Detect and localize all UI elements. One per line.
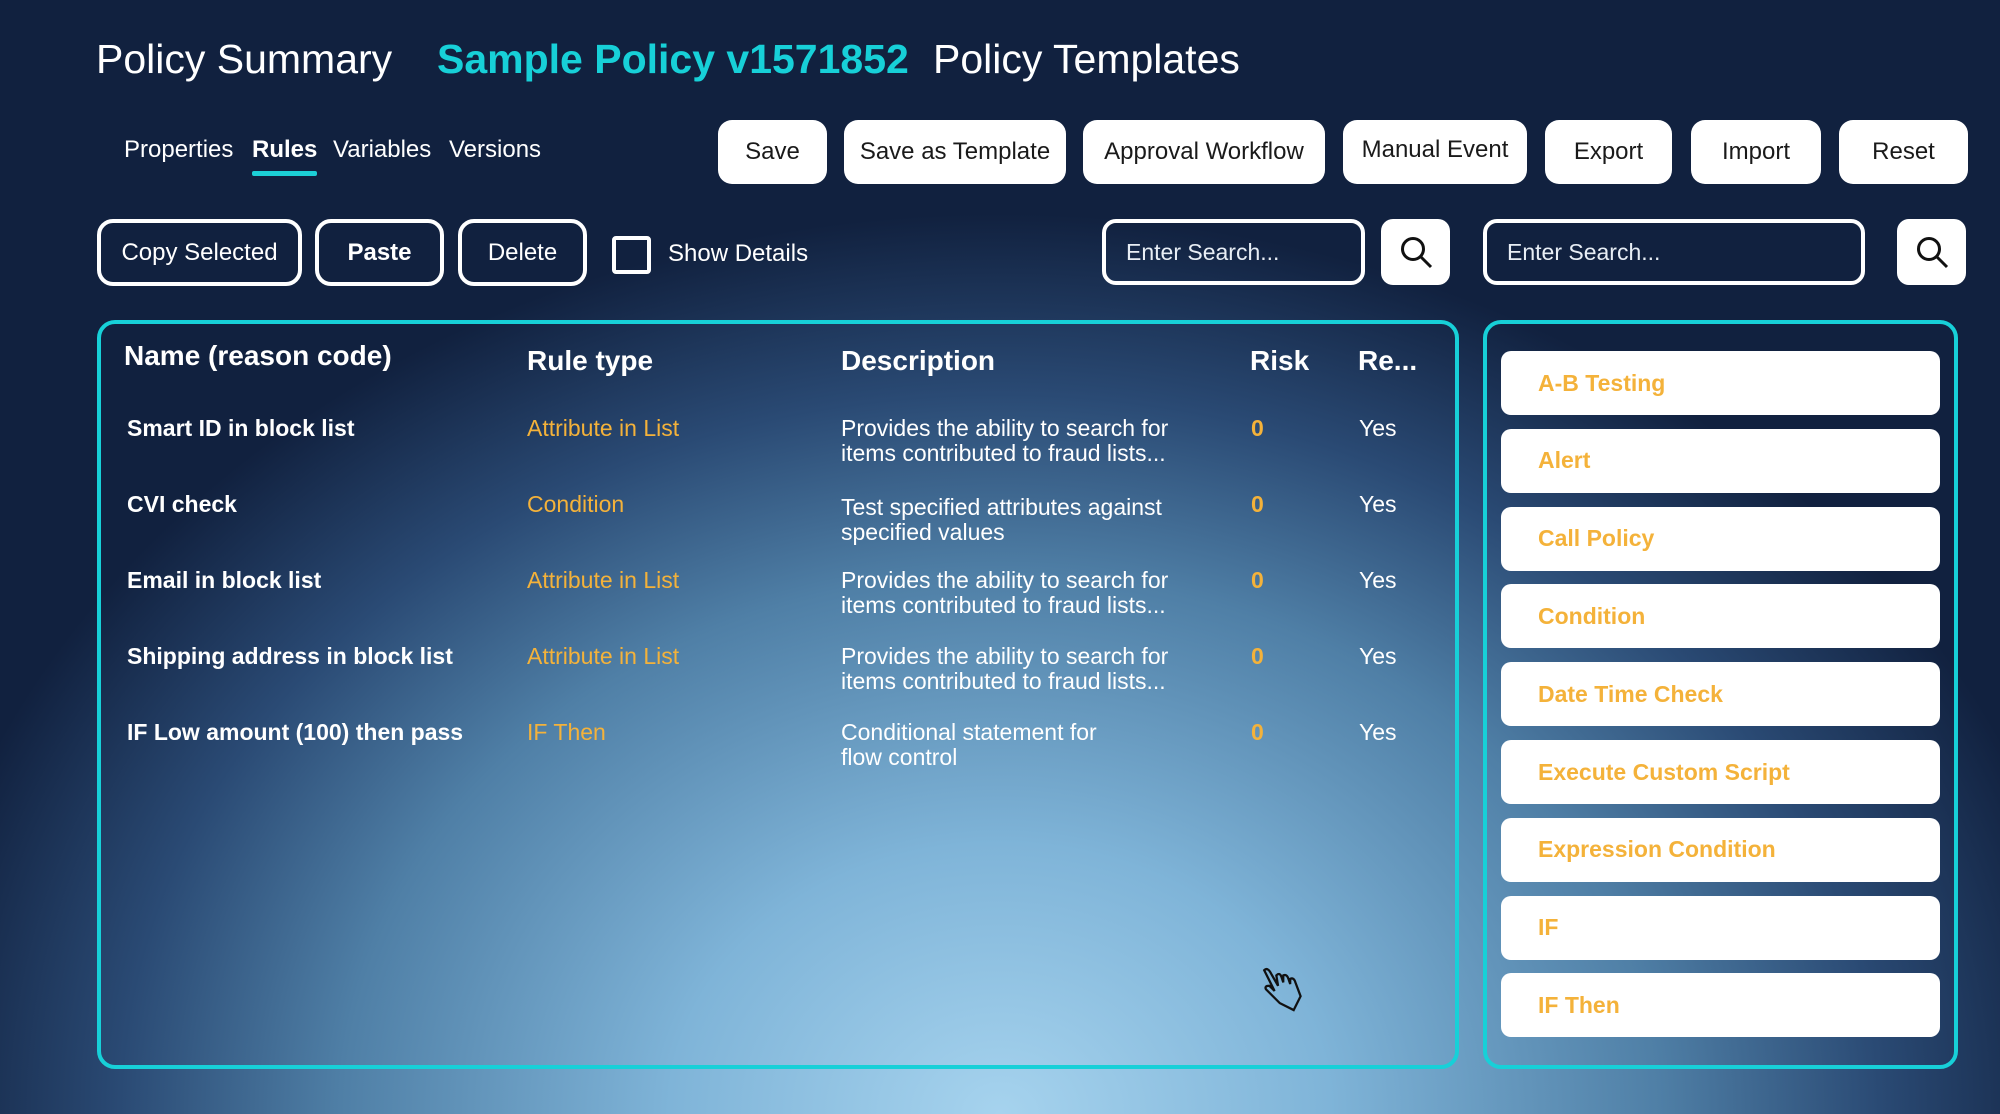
save-button[interactable]: Save xyxy=(718,120,827,184)
templates-search-input[interactable]: Enter Search... xyxy=(1483,219,1865,285)
policy-summary-link[interactable]: Policy Summary xyxy=(96,36,393,82)
templates-search-button[interactable] xyxy=(1897,219,1966,285)
tab-variables[interactable]: Variables xyxy=(333,136,432,163)
template-item[interactable]: IF xyxy=(1501,895,1940,960)
rule-type: Condition xyxy=(527,491,625,517)
import-button[interactable]: Import xyxy=(1691,120,1821,184)
template-item[interactable]: Alert xyxy=(1501,428,1940,493)
rule-re: Yes xyxy=(1359,415,1397,441)
save-as-template-button[interactable]: Save as Template xyxy=(844,120,1066,184)
template-item[interactable]: IF Then xyxy=(1501,973,1940,1038)
rule-name: Shipping address in block list xyxy=(127,643,453,669)
rule-re: Yes xyxy=(1359,643,1397,669)
rule-risk: 0 xyxy=(1251,567,1264,593)
search-icon xyxy=(1400,237,1432,269)
rule-type: Attribute in List xyxy=(527,643,680,669)
rule-name: CVI check xyxy=(127,491,237,517)
template-item[interactable]: Condition xyxy=(1501,584,1940,649)
header-description[interactable]: Description xyxy=(841,345,996,376)
rule-description-line2: items contributed to fraud lists... xyxy=(841,440,1166,466)
show-details-label: Show Details xyxy=(668,240,809,267)
tab-rules[interactable]: Rules xyxy=(252,136,318,176)
header-name[interactable]: Name (reason code) xyxy=(124,340,392,371)
template-item[interactable]: A-B Testing xyxy=(1501,351,1940,415)
export-button[interactable]: Export xyxy=(1545,120,1672,184)
search-icon xyxy=(1916,237,1948,269)
rules-search-input[interactable]: Enter Search... xyxy=(1102,219,1365,285)
rule-description-line1: Provides the ability to search for xyxy=(841,415,1169,441)
rule-description-line2: specified values xyxy=(841,519,1005,545)
rule-description-line2: flow control xyxy=(841,744,958,770)
rule-type: Attribute in List xyxy=(527,415,680,441)
policy-templates-link[interactable]: Policy Templates xyxy=(933,36,1240,82)
rule-description-line1: Test specified attributes against xyxy=(841,494,1162,520)
rule-name: IF Low amount (100) then pass xyxy=(127,719,464,745)
rule-re: Yes xyxy=(1359,491,1397,517)
policy-name-title: Sample Policy v1571852 xyxy=(437,36,909,82)
tab-properties[interactable]: Properties xyxy=(124,136,234,163)
rule-type: IF Then xyxy=(527,719,606,745)
header-rule-type[interactable]: Rule type xyxy=(527,345,654,376)
rule-description-line2: items contributed to fraud lists... xyxy=(841,592,1166,618)
paste-button[interactable]: Paste xyxy=(315,219,444,286)
delete-button[interactable]: Delete xyxy=(458,219,587,286)
reset-button[interactable]: Reset xyxy=(1839,120,1968,184)
templates-panel xyxy=(1483,320,1958,1069)
rule-name: Email in block list xyxy=(127,567,322,593)
template-item[interactable]: Expression Condition xyxy=(1501,817,1940,882)
rule-name: Smart ID in block list xyxy=(127,415,355,441)
template-item[interactable]: Execute Custom Script xyxy=(1501,740,1940,804)
rule-risk: 0 xyxy=(1251,491,1264,517)
rule-type: Attribute in List xyxy=(527,567,680,593)
rule-description-line1: Conditional statement for xyxy=(841,719,1097,745)
rule-risk: 0 xyxy=(1251,643,1264,669)
rule-description-line2: items contributed to fraud lists... xyxy=(841,668,1166,694)
rule-re: Yes xyxy=(1359,567,1397,593)
template-item[interactable]: Date Time Check xyxy=(1501,662,1940,727)
rule-description-line1: Provides the ability to search for xyxy=(841,567,1169,593)
manual-event-button[interactable]: Manual Event xyxy=(1343,120,1527,184)
rule-description-line1: Provides the ability to search for xyxy=(841,643,1169,669)
hand-pointer-icon xyxy=(1262,967,1302,1012)
template-item[interactable]: Call Policy xyxy=(1501,506,1940,571)
rules-table-panel xyxy=(97,320,1459,1069)
rules-search-button[interactable] xyxy=(1381,219,1450,285)
header-re[interactable]: Re... xyxy=(1358,345,1418,376)
rule-risk: 0 xyxy=(1251,719,1264,745)
header-risk[interactable]: Risk xyxy=(1250,345,1310,376)
copy-selected-button[interactable]: Copy Selected xyxy=(97,219,302,286)
rule-re: Yes xyxy=(1359,719,1397,745)
tab-versions[interactable]: Versions xyxy=(449,136,542,163)
approval-workflow-button[interactable]: Approval Workflow xyxy=(1083,120,1325,184)
rule-risk: 0 xyxy=(1251,415,1264,441)
show-details-checkbox[interactable] xyxy=(612,236,651,274)
